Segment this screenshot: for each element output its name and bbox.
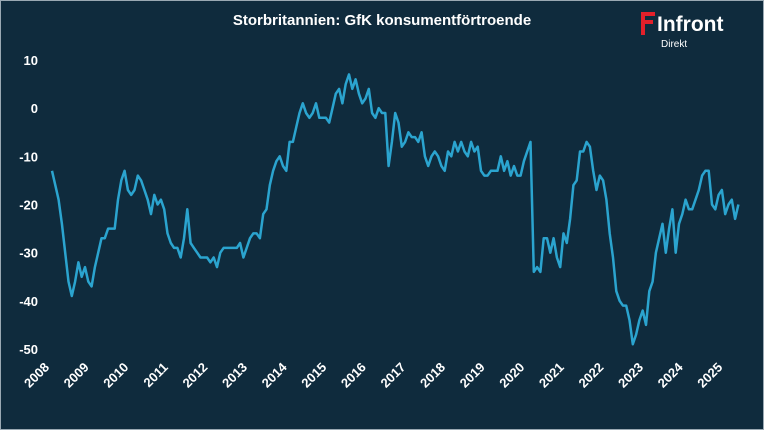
y-tick-label: -40: [19, 294, 38, 309]
logo-sub: Direkt: [661, 39, 687, 50]
logo-icon: [641, 12, 655, 35]
y-tick-label: 0: [31, 101, 38, 116]
line: [50, 73, 740, 346]
logo-name: Infront: [657, 13, 723, 36]
y-tick-label: 10: [24, 53, 38, 68]
logo: Infront Direkt: [641, 12, 723, 50]
y-tick-label: -30: [19, 246, 38, 261]
chart-title: Storbritannien: GfK konsumentförtroende: [233, 12, 531, 29]
y-tick-label: -10: [19, 149, 38, 164]
y-tick-label: -20: [19, 198, 38, 213]
y-tick-label: -50: [19, 342, 38, 357]
